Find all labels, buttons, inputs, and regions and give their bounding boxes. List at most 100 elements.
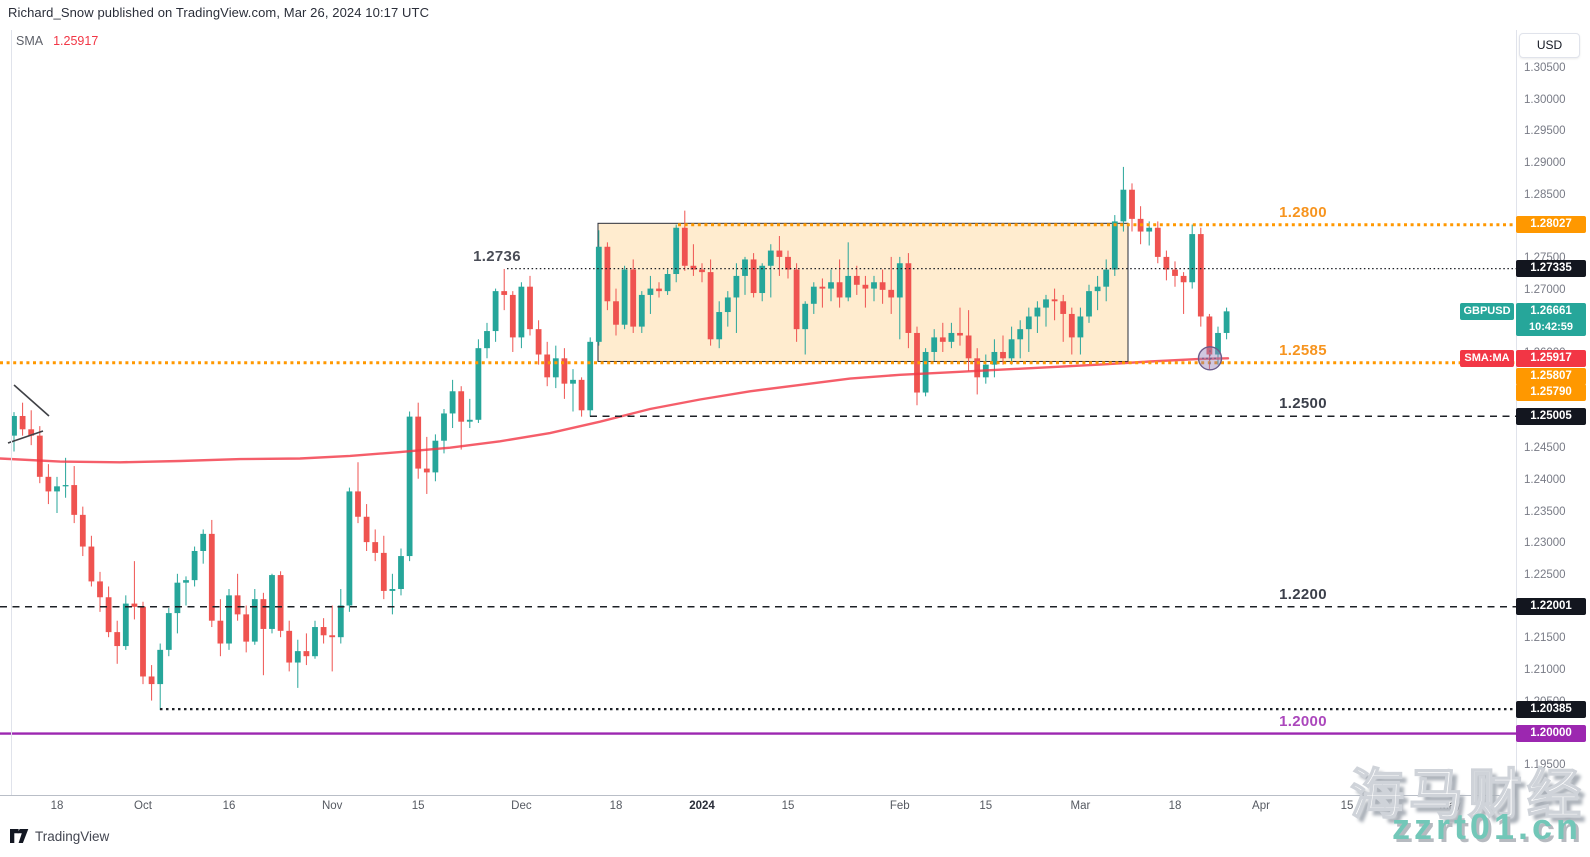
watermark-url: zzrt01.cn bbox=[1391, 806, 1582, 847]
candle-body bbox=[922, 351, 929, 393]
candle-body bbox=[716, 312, 723, 340]
candle-body bbox=[931, 337, 938, 352]
candle-body bbox=[458, 391, 465, 422]
candle-body bbox=[896, 263, 903, 298]
candle-body bbox=[406, 416, 413, 557]
candle-body bbox=[355, 491, 361, 517]
candle-body bbox=[1103, 269, 1110, 287]
candle-body bbox=[613, 301, 619, 325]
price-tick-1.24000: 1.24000 bbox=[1524, 474, 1566, 486]
tradingview-logo-icon bbox=[10, 829, 29, 843]
candle-body bbox=[1215, 332, 1221, 355]
candle-body bbox=[948, 332, 955, 342]
candle-body bbox=[630, 269, 637, 327]
tradingview-logo[interactable]: TradingView bbox=[10, 828, 109, 844]
price-badge-1.25917: 1.25917 bbox=[1516, 350, 1586, 367]
time-tick-Oct: Oct bbox=[134, 800, 152, 812]
candle-body bbox=[656, 288, 662, 292]
candlesticks[interactable] bbox=[11, 166, 1230, 711]
candle-body bbox=[965, 335, 972, 359]
time-tick-18: 18 bbox=[1168, 800, 1182, 812]
candle-body bbox=[750, 259, 757, 294]
level-label-1.2585: 1.2585 bbox=[1279, 341, 1327, 359]
candle-body bbox=[724, 297, 731, 313]
candle-body bbox=[492, 291, 499, 332]
candle-body bbox=[97, 581, 103, 598]
candle-body bbox=[518, 286, 525, 338]
publish-attribution: Richard_Snow published on TradingView.co… bbox=[8, 5, 430, 20]
candle-body bbox=[54, 486, 60, 492]
candle-body bbox=[217, 620, 224, 644]
price-badge-1.25005: 1.25005 bbox=[1516, 407, 1586, 425]
candle-body bbox=[432, 440, 439, 473]
candle-body bbox=[183, 580, 189, 583]
candle-body bbox=[269, 575, 275, 629]
candle-body bbox=[200, 533, 207, 551]
candle-body bbox=[673, 227, 680, 275]
candle-body bbox=[1172, 269, 1178, 276]
currency-toggle-button[interactable]: USD bbox=[1519, 33, 1580, 58]
candle-body bbox=[535, 329, 542, 355]
candle-body bbox=[647, 288, 654, 295]
candle-body bbox=[449, 391, 456, 414]
candle-body bbox=[974, 358, 981, 378]
candle-body bbox=[11, 415, 17, 436]
candle-body bbox=[845, 275, 852, 298]
candle-body bbox=[1223, 311, 1230, 333]
price-tick-1.29000: 1.29000 bbox=[1524, 157, 1566, 170]
indicator-name: SMA bbox=[16, 34, 44, 48]
candle-body bbox=[879, 282, 886, 290]
candle-body bbox=[1154, 227, 1161, 257]
candle-body bbox=[114, 632, 121, 647]
candle-body bbox=[88, 546, 95, 582]
time-tick-May: May bbox=[1439, 800, 1462, 812]
candle-body bbox=[862, 284, 869, 289]
candle-body bbox=[36, 435, 43, 477]
candle-body bbox=[226, 595, 232, 644]
candle-body bbox=[742, 259, 748, 276]
candle-body bbox=[1197, 234, 1204, 317]
price-tick-1.29500: 1.29500 bbox=[1524, 125, 1566, 138]
candle-body bbox=[621, 269, 628, 325]
candle-body bbox=[28, 429, 35, 436]
time-tick-15: 15 bbox=[979, 800, 993, 812]
candle-body bbox=[595, 246, 602, 342]
trendline-drawing-0[interactable] bbox=[13, 384, 50, 417]
price-tick-1.30500: 1.30500 bbox=[1524, 62, 1566, 75]
candle-body bbox=[681, 227, 688, 266]
candle-body bbox=[604, 246, 611, 302]
price-tick-1.22500: 1.22500 bbox=[1524, 569, 1566, 582]
candle-body bbox=[122, 603, 129, 647]
time-tick-Mar: Mar bbox=[1070, 800, 1091, 812]
candle-body bbox=[785, 256, 791, 270]
candle-body bbox=[79, 514, 86, 547]
candle-body bbox=[363, 516, 370, 543]
time-tick-16: 16 bbox=[222, 800, 236, 812]
badge-countdown: 10:42:59 bbox=[1528, 320, 1574, 333]
candle-body bbox=[251, 599, 258, 642]
candle-body bbox=[234, 595, 241, 615]
candle-body bbox=[475, 348, 482, 420]
trendline-drawing-1[interactable] bbox=[7, 430, 44, 444]
indicator-legend[interactable]: SMA 1.25917 bbox=[16, 34, 98, 48]
indicator-value: 1.25917 bbox=[53, 34, 99, 48]
candle-body bbox=[131, 603, 138, 607]
price-badge-1.25790: 1.25790 bbox=[1516, 384, 1586, 402]
candle-body bbox=[148, 676, 155, 685]
candle-body bbox=[140, 606, 146, 677]
candle-body bbox=[380, 552, 387, 591]
candle-body bbox=[1034, 307, 1041, 317]
time-axis-border bbox=[0, 795, 1516, 796]
candle-body bbox=[853, 275, 860, 285]
candle-body bbox=[389, 589, 396, 591]
series-tag-SMA:MA: SMA:MA bbox=[1460, 350, 1514, 367]
price-badge-1.28027: 1.28027 bbox=[1516, 216, 1586, 234]
candle-body bbox=[157, 649, 164, 685]
candle-body bbox=[776, 250, 783, 257]
level-label-1.2800: 1.2800 bbox=[1279, 203, 1327, 221]
sma-line[interactable] bbox=[0, 357, 1230, 464]
candle-body bbox=[165, 613, 172, 650]
candle-body bbox=[819, 286, 826, 289]
